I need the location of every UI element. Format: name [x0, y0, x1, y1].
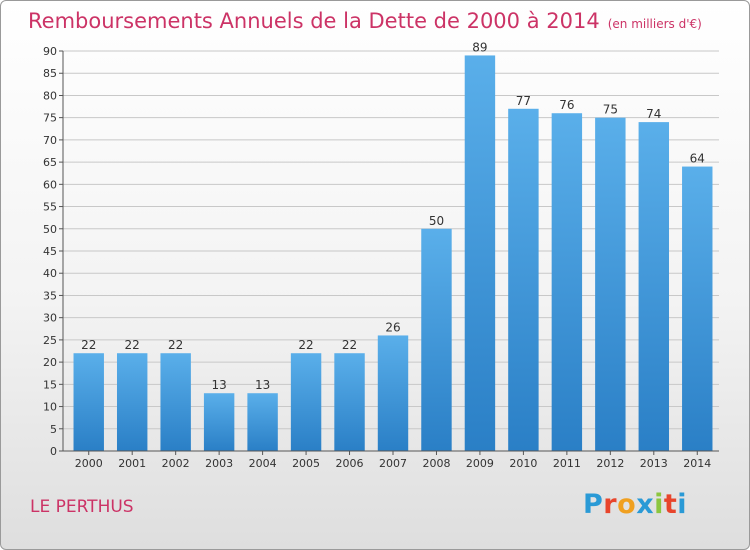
bar-2003 [203, 393, 235, 451]
y-tick-label: 0 [50, 445, 57, 458]
logo-letter: t [663, 489, 678, 520]
y-tick-label: 70 [43, 134, 57, 147]
logo-letter: i [677, 489, 688, 520]
x-tick-label: 2011 [553, 457, 581, 470]
y-axis: 0 5 10 15 20 25 30 35 40 45 50 55 60 65 70 75 80 85 90 [43, 45, 64, 458]
x-tick-label: 2012 [596, 457, 624, 470]
x-axis: 2000 2001 2002 2003 2004 2005 2006 2007 2008 2009… [63, 450, 719, 470]
x-tick-label: 2001 [118, 457, 146, 470]
logo-letter: r [603, 489, 618, 520]
bar-value-label: 22 [342, 338, 357, 352]
bar-2014 [682, 166, 713, 452]
bar-value-label: 74 [646, 107, 661, 121]
bar-2012 [595, 117, 626, 452]
bar-2013 [638, 122, 670, 451]
logo-letter: x [636, 489, 655, 520]
y-tick-label: 5 [50, 423, 57, 436]
logo-letter: o [617, 489, 637, 520]
proxiti-logo: Proxiti [583, 489, 687, 520]
chart-title: Remboursements Annuels de la Dette de 20… [28, 9, 702, 33]
bar-2000 [73, 353, 104, 451]
bar-value-label: 22 [168, 338, 183, 352]
bar-value-label: 26 [385, 320, 400, 334]
bar-2011 [551, 113, 583, 451]
bars: 22 22 22 13 13 22 22 26 50 89 77 76 75 74 64 [73, 40, 713, 452]
bar-value-label: 89 [472, 40, 487, 54]
x-tick-label: 2007 [379, 457, 407, 470]
chart-subtitle: (en milliers d'€) [607, 17, 702, 31]
bar-2004 [247, 393, 278, 451]
y-tick-label: 15 [43, 378, 57, 391]
bar-value-label: 76 [559, 98, 574, 112]
bar-2006 [334, 353, 365, 451]
y-tick-label: 25 [43, 334, 57, 347]
x-tick-label: 2008 [422, 457, 450, 470]
logo-letter: i [654, 489, 664, 520]
y-tick-label: 20 [43, 356, 57, 369]
x-tick-label: 2002 [162, 457, 190, 470]
x-tick-label: 2005 [292, 457, 320, 470]
x-tick-label: 2014 [683, 457, 711, 470]
y-tick-label: 45 [43, 245, 57, 258]
x-tick-label: 2006 [336, 457, 364, 470]
bar-value-label: 64 [690, 152, 705, 166]
y-tick-label: 60 [43, 178, 57, 191]
bar-value-label: 77 [516, 94, 531, 108]
bar-2009 [464, 55, 496, 451]
bar-2007 [377, 335, 409, 451]
x-tick-label: 2003 [205, 457, 233, 470]
bar-value-label: 50 [429, 214, 444, 228]
y-tick-label: 35 [43, 289, 57, 302]
bar-value-label: 22 [81, 338, 96, 352]
y-tick-label: 75 [43, 112, 57, 125]
y-tick-label: 40 [43, 267, 57, 280]
x-tick-label: 2010 [509, 457, 537, 470]
bar-2008 [421, 228, 452, 451]
bar-2005 [290, 353, 322, 451]
bar-value-label: 13 [255, 378, 270, 392]
y-tick-label: 30 [43, 312, 57, 325]
bar-value-label: 22 [298, 338, 313, 352]
bar-value-label: 22 [125, 338, 140, 352]
commune-name: LE PERTHUS [30, 497, 134, 517]
bar-value-label: 75 [603, 103, 618, 117]
x-tick-label: 2013 [640, 457, 668, 470]
bar-value-label: 13 [211, 378, 226, 392]
x-tick-label: 2004 [249, 457, 277, 470]
x-tick-label: 2000 [75, 457, 103, 470]
bar-2002 [160, 353, 191, 451]
x-tick-label: 2009 [466, 457, 494, 470]
y-tick-label: 80 [43, 89, 57, 102]
y-tick-label: 85 [43, 67, 57, 80]
chart-title-text: Remboursements Annuels de la Dette de 20… [28, 9, 600, 33]
logo-letter: P [583, 489, 604, 520]
y-tick-label: 10 [43, 401, 57, 414]
bar-2001 [116, 353, 148, 451]
y-tick-label: 55 [43, 201, 57, 214]
y-tick-label: 90 [43, 45, 57, 58]
bar-2010 [508, 108, 539, 452]
y-tick-label: 65 [43, 156, 57, 169]
y-tick-label: 50 [43, 223, 57, 236]
